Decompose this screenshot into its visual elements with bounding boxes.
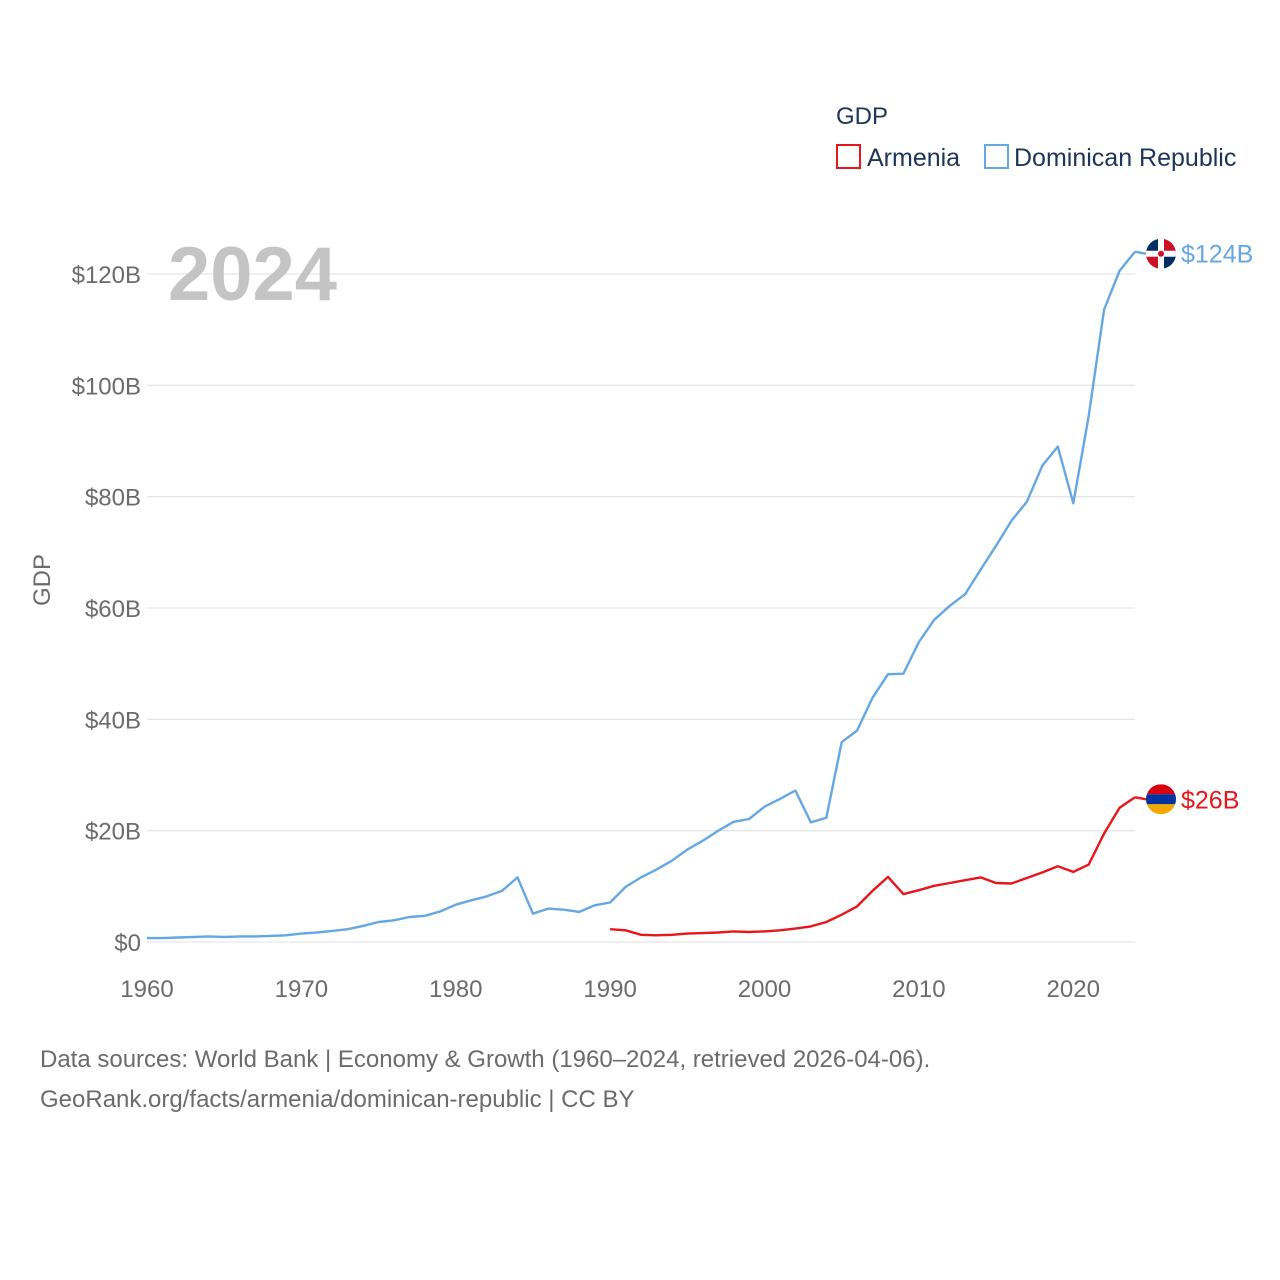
- legend-item-armenia[interactable]: Armenia: [836, 144, 960, 172]
- x-axis-ticks: 1960 1970 1980 1990 2000 2010 2020: [120, 976, 1100, 1003]
- legend-label-armenia: Armenia: [867, 144, 960, 172]
- source-line-1: Data sources: World Bank | Economy & Gro…: [40, 1046, 931, 1073]
- y-tick-label: $80B: [85, 485, 141, 512]
- x-tick-label: 1980: [429, 976, 482, 1003]
- y-tick-label: $120B: [72, 262, 141, 289]
- legend-label-dominican-republic: Dominican Republic: [1014, 144, 1236, 172]
- armenia-flag-icon: [1146, 784, 1176, 815]
- end-connector-dominican-republic: [1134, 250, 1147, 255]
- x-tick-label: 2010: [892, 976, 945, 1003]
- gdp-line-chart: $0 $20B $40B $60B $80B $100B $120B 1960 1970 198…: [29, 103, 1253, 1003]
- legend-swatch-dominican-republic: [984, 144, 1009, 169]
- y-axis-title: GDP: [29, 554, 56, 606]
- source-note: Data sources: World Bank | Economy & Gro…: [40, 1040, 930, 1120]
- end-value-label-armenia: $26B: [1181, 786, 1239, 814]
- y-axis-ticks: $0 $20B $40B $60B $80B $100B $120B: [72, 262, 141, 957]
- x-tick-label: 2000: [738, 976, 791, 1003]
- legend-title: GDP: [836, 103, 888, 130]
- x-tick-label: 1960: [120, 976, 173, 1003]
- legend: GDP Armenia Dominican Republic: [836, 103, 1236, 172]
- y-tick-label: $20B: [85, 819, 141, 846]
- series-end-labels: $26B $124B: [1134, 238, 1253, 815]
- end-connector-armenia: [1134, 796, 1147, 801]
- x-tick-label: 1990: [583, 976, 636, 1003]
- x-tick-label: 2020: [1047, 976, 1100, 1003]
- y-tick-label: $40B: [85, 707, 141, 734]
- legend-item-dominican-republic[interactable]: Dominican Republic: [984, 144, 1236, 172]
- year-label: 2024: [168, 232, 337, 317]
- y-tick-label: $60B: [85, 596, 141, 623]
- legend-swatch-armenia: [836, 144, 861, 169]
- dominican-republic-flag-icon: [1146, 238, 1176, 269]
- y-tick-label: $100B: [72, 373, 141, 400]
- end-value-label-dominican-republic: $124B: [1181, 241, 1253, 269]
- series-lines: [146, 250, 1136, 940]
- source-line-2[interactable]: GeoRank.org/facts/armenia/dominican-repu…: [40, 1086, 635, 1113]
- y-tick-label: $0: [114, 930, 141, 957]
- series-line-dominican-republic: [147, 250, 1136, 940]
- series-line-armenia: [610, 796, 1136, 937]
- grid-lines: [147, 273, 1135, 943]
- x-tick-label: 1970: [275, 976, 328, 1003]
